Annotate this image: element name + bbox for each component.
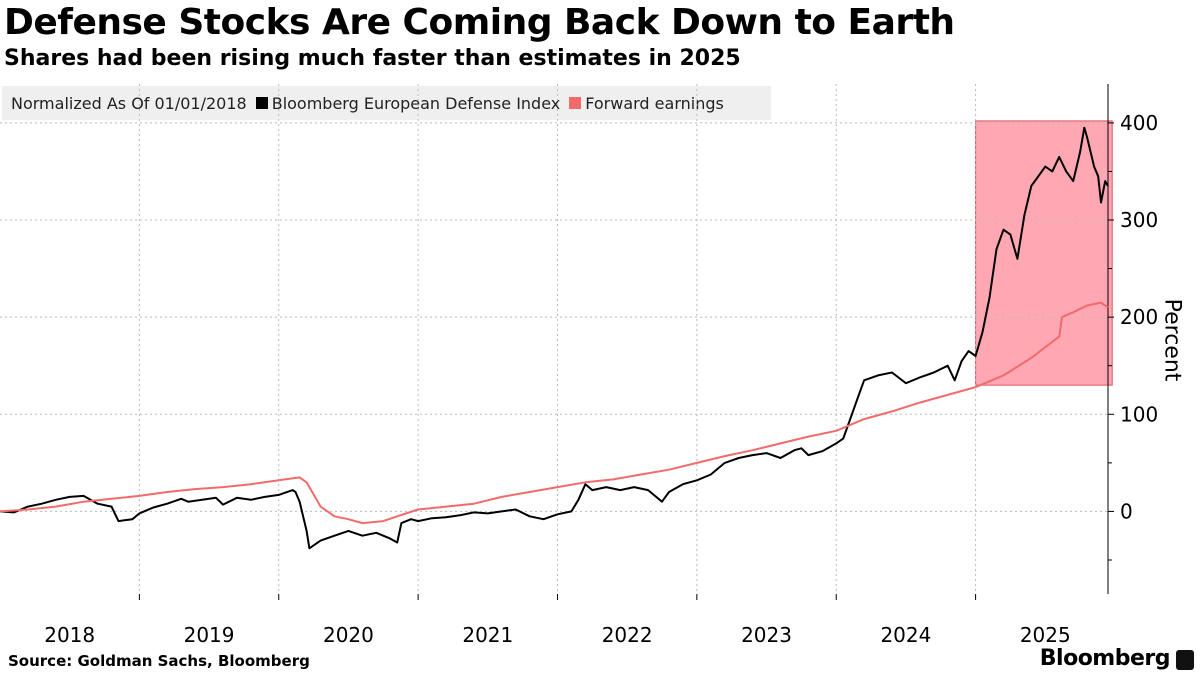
legend-label-defense-index: Bloomberg European Defense Index	[271, 93, 561, 113]
legend-item-defense-index: Bloomberg European Defense Index	[255, 93, 561, 113]
legend: Normalized As Of 01/01/2018 Bloomberg Eu…	[2, 86, 771, 120]
legend-label-forward-earnings: Forward earnings	[585, 93, 724, 113]
x-tick-label-2022: 2022	[602, 623, 653, 647]
x-tick-label-2023: 2023	[741, 623, 792, 647]
chart-title: Defense Stocks Are Coming Back Down to E…	[4, 2, 955, 43]
x-tick-label-2018: 2018	[44, 623, 95, 647]
brand-logo: Bloomberg	[1039, 646, 1171, 671]
y-tick-label-200: 200	[1120, 305, 1158, 329]
y-axis-label: Percent	[1159, 298, 1185, 382]
series-line-forward-earnings	[0, 301, 1109, 525]
legend-swatch-defense-index	[255, 97, 268, 109]
source-note: Source: Goldman Sachs, Bloomberg	[8, 652, 310, 670]
highlight-region	[975, 120, 1113, 386]
x-tick-label-2021: 2021	[462, 623, 513, 647]
brand-badge-icon	[1176, 650, 1194, 670]
y-tick-label-400: 400	[1120, 111, 1158, 135]
legend-item-forward-earnings: Forward earnings	[569, 94, 724, 113]
series-line-bloomberg-european-defense-index	[0, 126, 1109, 550]
y-tick-label-100: 100	[1120, 402, 1158, 426]
x-tick-label-2020: 2020	[323, 623, 374, 647]
chart-subtitle: Shares had been rising much faster than …	[4, 46, 741, 71]
legend-note: Normalized As Of 01/01/2018	[11, 93, 247, 113]
legend-swatch-forward-earnings	[569, 97, 582, 109]
y-tick-label-0: 0	[1120, 499, 1133, 523]
x-tick-label-2025: 2025	[1020, 623, 1071, 647]
y-tick-label-300: 300	[1120, 208, 1158, 232]
x-tick-label-2019: 2019	[184, 623, 235, 647]
x-tick-label-2024: 2024	[880, 623, 931, 647]
